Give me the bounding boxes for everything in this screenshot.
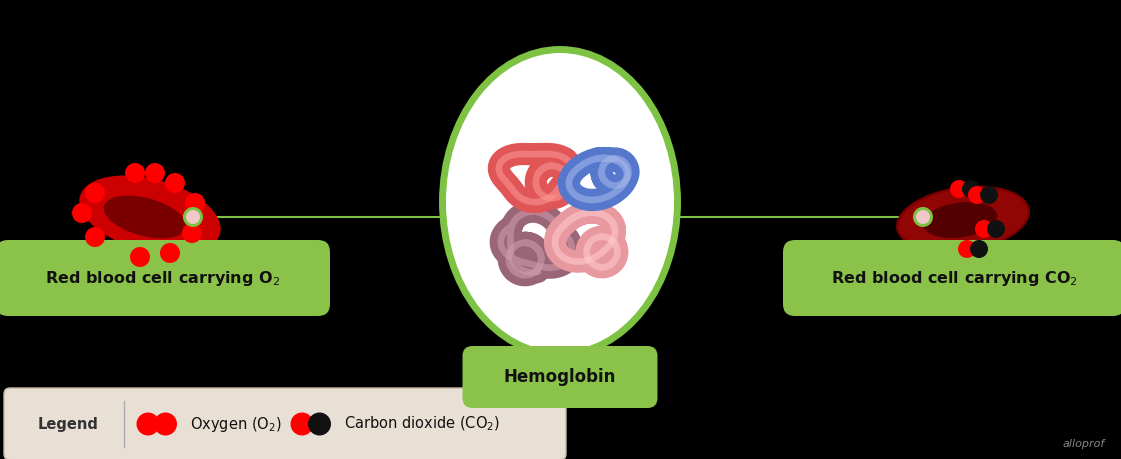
Text: Legend: Legend (38, 416, 99, 431)
Circle shape (182, 223, 202, 243)
Circle shape (165, 173, 185, 193)
Circle shape (962, 180, 980, 198)
Circle shape (126, 163, 145, 183)
Circle shape (986, 220, 1006, 238)
Circle shape (975, 220, 993, 238)
Circle shape (185, 193, 205, 213)
FancyBboxPatch shape (0, 240, 330, 316)
FancyBboxPatch shape (463, 346, 658, 408)
Ellipse shape (923, 202, 998, 238)
Circle shape (308, 413, 331, 436)
Circle shape (186, 210, 200, 224)
Text: Oxygen (O$_2$): Oxygen (O$_2$) (189, 414, 281, 433)
Ellipse shape (80, 175, 221, 254)
Circle shape (916, 210, 930, 224)
Circle shape (290, 413, 314, 436)
Text: Hemoglobin: Hemoglobin (503, 368, 617, 386)
Ellipse shape (103, 196, 186, 238)
Text: Red blood cell carrying O$_2$: Red blood cell carrying O$_2$ (46, 269, 280, 287)
Text: alloprof: alloprof (1063, 439, 1105, 449)
Circle shape (970, 240, 988, 258)
Circle shape (85, 183, 105, 203)
Circle shape (145, 163, 165, 183)
Ellipse shape (443, 50, 677, 354)
Circle shape (183, 207, 203, 227)
Circle shape (958, 240, 976, 258)
Circle shape (85, 227, 105, 247)
FancyBboxPatch shape (4, 388, 566, 459)
Ellipse shape (899, 188, 1028, 250)
Circle shape (980, 186, 998, 204)
Circle shape (137, 413, 159, 436)
Circle shape (949, 180, 969, 198)
Circle shape (72, 203, 92, 223)
Circle shape (154, 413, 177, 436)
Circle shape (160, 243, 180, 263)
FancyBboxPatch shape (782, 240, 1121, 316)
Text: Carbon dioxide (CO$_2$): Carbon dioxide (CO$_2$) (344, 415, 500, 433)
Circle shape (912, 207, 933, 227)
Circle shape (130, 247, 150, 267)
Circle shape (969, 186, 986, 204)
Ellipse shape (896, 185, 1030, 252)
Text: Red blood cell carrying CO$_2$: Red blood cell carrying CO$_2$ (831, 269, 1077, 287)
